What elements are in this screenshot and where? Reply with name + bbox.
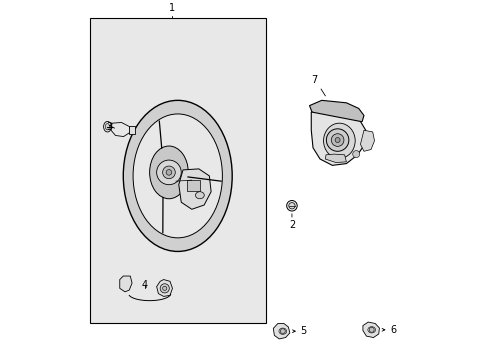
Text: 6: 6 (389, 325, 395, 335)
Circle shape (156, 160, 181, 185)
Circle shape (334, 138, 339, 143)
Polygon shape (311, 112, 365, 165)
Polygon shape (360, 130, 374, 151)
Polygon shape (309, 100, 363, 124)
Text: 2: 2 (288, 220, 294, 230)
Text: 1: 1 (169, 3, 175, 13)
Circle shape (325, 129, 348, 151)
Polygon shape (111, 122, 130, 136)
Text: 5: 5 (300, 326, 306, 336)
Bar (187, 180, 199, 191)
Circle shape (352, 150, 359, 158)
Text: 3: 3 (106, 122, 112, 132)
Ellipse shape (149, 146, 188, 199)
Polygon shape (273, 324, 289, 339)
Circle shape (160, 284, 169, 293)
Ellipse shape (323, 123, 354, 158)
Ellipse shape (103, 121, 111, 132)
Polygon shape (156, 280, 172, 296)
Ellipse shape (278, 328, 286, 334)
Ellipse shape (123, 100, 232, 251)
Ellipse shape (105, 123, 109, 130)
Circle shape (286, 201, 297, 211)
Polygon shape (325, 154, 346, 163)
Text: 7: 7 (311, 75, 317, 85)
Ellipse shape (367, 327, 375, 333)
Text: 4: 4 (141, 280, 147, 290)
Circle shape (368, 327, 373, 332)
Circle shape (280, 329, 285, 334)
Ellipse shape (133, 114, 222, 238)
Polygon shape (362, 322, 379, 338)
Bar (90, 18, 265, 324)
Circle shape (163, 166, 175, 179)
Polygon shape (120, 276, 132, 292)
Polygon shape (179, 169, 211, 209)
Circle shape (163, 286, 166, 291)
Bar (128, 126, 135, 134)
Ellipse shape (195, 192, 204, 199)
Circle shape (288, 203, 294, 209)
Circle shape (330, 134, 343, 147)
Circle shape (166, 170, 171, 175)
